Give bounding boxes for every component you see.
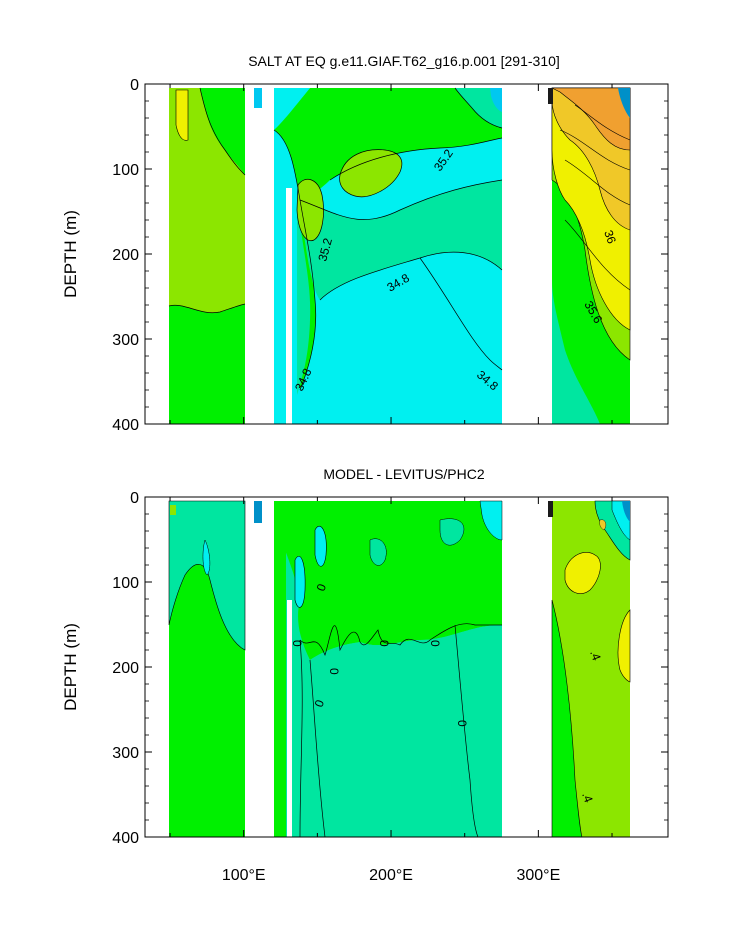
fill-region (169, 304, 245, 424)
contour-label: 35.2 (315, 236, 335, 262)
fill-region (200, 88, 245, 175)
contour-label: 0 (290, 640, 304, 647)
fill-region (170, 505, 176, 515)
y-tick-label: 300 (112, 745, 139, 762)
fill-region (618, 88, 630, 118)
fill-region (294, 555, 306, 608)
fill-region (490, 88, 502, 112)
contour-label: 36 (601, 228, 619, 246)
fill-region (314, 525, 327, 567)
x-tick-label: 100°E (222, 867, 266, 884)
fill-region (552, 180, 630, 424)
y-tick-label: 100 (112, 575, 139, 592)
contour-label: 0 (428, 640, 442, 647)
contour-line (299, 179, 503, 220)
contour-line (559, 129, 631, 171)
fill-region (455, 88, 502, 128)
gap-white (287, 600, 292, 837)
contour-line (564, 219, 631, 291)
contour-line (574, 104, 631, 141)
fill-region (622, 501, 630, 522)
y-tick-label: 300 (112, 332, 139, 349)
chart-title-2: MODEL - LEVITUS/PHC2 (323, 466, 485, 482)
y-tick-label: 0 (130, 490, 139, 507)
contour-line (419, 257, 503, 371)
contour-line (564, 159, 631, 206)
y-tick-label: 100 (112, 162, 139, 179)
contour-line (273, 129, 317, 391)
fill-region (175, 89, 189, 141)
contour-line (454, 624, 479, 837)
fill-region (339, 149, 403, 198)
fill-region (274, 88, 310, 112)
fill-region (548, 88, 553, 104)
contour-line (454, 87, 503, 129)
fill-region (274, 88, 502, 390)
fill-region (551, 87, 631, 151)
plot-area-2: 0 0 0 0 0 0 0 .4 .4 (144, 496, 669, 838)
contour-label: .4 (579, 790, 596, 804)
fill-region (310, 625, 502, 837)
fill-region (296, 178, 324, 242)
fill-region (254, 88, 262, 108)
axes-1: 0 100 200 300 400 (112, 77, 668, 434)
contour-label: 0 (327, 668, 341, 675)
fill-region (369, 538, 387, 566)
y-tick-label: 200 (112, 247, 139, 264)
fill-region (274, 501, 286, 837)
y-tick-label: 0 (130, 77, 139, 94)
y-tick-label: 400 (112, 417, 139, 434)
plot-area-1: 35.2 35.2 34.8 34.8 34.8 36 35.6 (144, 83, 669, 425)
contour-label: 0 (314, 582, 330, 593)
y-tick-label: 400 (112, 830, 139, 847)
fill-region (548, 501, 553, 517)
fill-region (300, 180, 502, 300)
fill-region (439, 518, 465, 546)
y-tick-label: 200 (112, 660, 139, 677)
fill-region (599, 519, 607, 531)
contour-line (168, 303, 246, 314)
fill-region (479, 500, 503, 541)
contour-label: 0 (455, 720, 469, 727)
y-axis-label-2: DEPTH (m) (61, 623, 80, 711)
contour-line (319, 251, 503, 301)
contour-line (299, 639, 303, 837)
contour-label: .4 (587, 648, 604, 662)
contour-line (199, 87, 246, 176)
fill-region (551, 599, 583, 837)
fill-region (254, 501, 262, 523)
y-axis-label-1: DEPTH (m) (61, 210, 80, 298)
fill-region (297, 200, 311, 395)
fill-region (564, 551, 601, 594)
fill-region (202, 539, 211, 576)
contour-line (309, 659, 326, 837)
contour-label: 0 (312, 698, 328, 709)
fill-region (617, 609, 631, 683)
contour-label: 0 (377, 640, 391, 647)
x-tick-label: 200°E (369, 867, 413, 884)
contour-line (299, 623, 503, 657)
contour-line (329, 137, 503, 181)
x-tick-label: 300°E (516, 867, 560, 884)
axes-2: 0 100 200 300 400 (112, 490, 668, 847)
x-tick-labels: 100°E 200°E 300°E (222, 867, 560, 884)
gap-white (286, 188, 292, 424)
chart-title-1: SALT AT EQ g.e11.GIAF.T62_g16.p.001 [291… (248, 53, 560, 69)
